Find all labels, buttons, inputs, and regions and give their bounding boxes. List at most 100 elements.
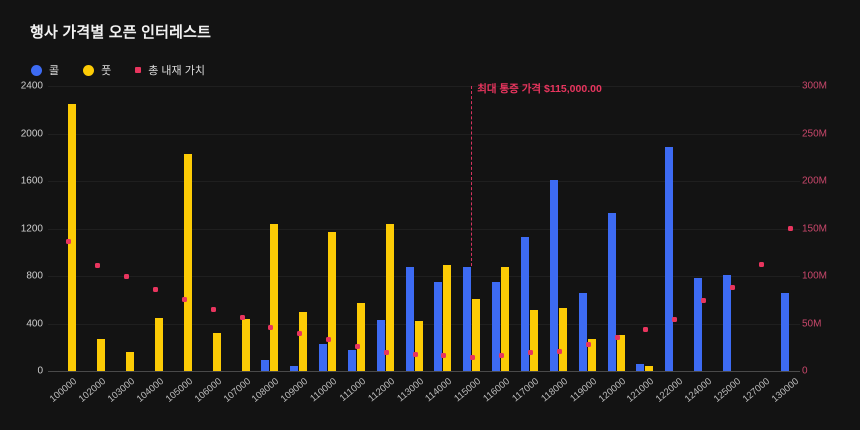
put-bar[interactable] [212, 333, 221, 371]
left-axis-tick: 800 [26, 270, 43, 282]
intrinsic-value-dot[interactable] [556, 348, 562, 354]
legend-label: 콜 [49, 65, 60, 77]
right-axis-tick: 0 [802, 365, 808, 377]
x-axis-label: 109000 [278, 376, 311, 405]
call-bar[interactable] [780, 292, 789, 371]
call-bar[interactable] [520, 236, 529, 371]
call-bar[interactable] [319, 343, 328, 371]
call-bar[interactable] [694, 278, 703, 371]
left-axis-tick: 1200 [20, 223, 43, 234]
intrinsic-value-dot[interactable] [239, 315, 245, 321]
put-bar[interactable] [645, 365, 654, 371]
intrinsic-value-dot[interactable] [181, 297, 187, 303]
legend-item-intrinsic-value[interactable]: 총 내재 가치 [135, 62, 205, 78]
call-marker-icon [31, 64, 42, 76]
intrinsic-value-dot[interactable] [643, 326, 649, 332]
call-bar[interactable] [290, 366, 299, 371]
intrinsic-value-dot[interactable] [441, 353, 447, 359]
x-axis-label: 111000 [337, 376, 368, 404]
intrinsic-value-dot[interactable] [672, 317, 678, 323]
gridline [48, 276, 800, 277]
intrinsic-value-dot[interactable] [729, 284, 735, 290]
call-bar[interactable] [261, 360, 270, 371]
x-axis-label: 100000 [48, 376, 80, 405]
call-bar[interactable] [434, 281, 443, 371]
put-bar[interactable] [183, 153, 192, 371]
intrinsic-value-dot[interactable] [701, 298, 707, 304]
x-axis-label: 116000 [481, 376, 513, 405]
x-axis-label: 125000 [711, 376, 743, 405]
put-bar[interactable] [270, 223, 279, 371]
x-axis-label: 121000 [625, 376, 657, 405]
intrinsic-value-dot[interactable] [124, 274, 130, 280]
x-axis-label: 113000 [394, 376, 426, 405]
intrinsic-value-dot[interactable] [787, 226, 793, 231]
x-axis-label: 103000 [105, 376, 138, 405]
put-bar[interactable] [241, 318, 250, 371]
right-axis-tick: 300M [802, 80, 828, 92]
call-bar[interactable] [549, 179, 558, 371]
put-bar[interactable] [587, 338, 596, 371]
intrinsic-value-dot[interactable] [499, 353, 505, 359]
intrinsic-value-dot[interactable] [326, 337, 332, 343]
left-axis-tick: 0 [37, 365, 43, 377]
put-bar[interactable] [356, 303, 365, 371]
left-axis-tick: 2000 [20, 128, 43, 139]
intrinsic-value-dot[interactable] [210, 306, 216, 312]
legend-item-call[interactable]: 콜 [31, 62, 59, 78]
put-bar[interactable] [154, 317, 163, 371]
put-bar[interactable] [616, 335, 625, 371]
intrinsic-value-dot[interactable] [614, 335, 620, 341]
put-bar[interactable] [472, 298, 481, 371]
put-bar[interactable] [501, 266, 510, 371]
intrinsic-value-dot[interactable] [383, 349, 389, 355]
right-axis-tick: 50M [802, 318, 822, 329]
x-axis-label: 112000 [365, 376, 397, 405]
put-bar[interactable] [414, 321, 423, 371]
call-bar[interactable] [492, 281, 501, 371]
x-axis-label: 120000 [596, 376, 628, 405]
call-bar[interactable] [405, 266, 414, 371]
intrinsic-value-dot[interactable] [585, 341, 591, 347]
legend-item-put[interactable]: 풋 [83, 62, 111, 78]
chart-title: 행사 가격별 오픈 인터레스트 [30, 24, 212, 41]
call-bar[interactable] [722, 274, 731, 371]
call-bar[interactable] [607, 213, 616, 371]
put-bar[interactable] [126, 352, 135, 371]
intrinsic-value-dot[interactable] [66, 239, 72, 245]
call-bar[interactable] [347, 349, 356, 371]
put-bar[interactable] [299, 311, 308, 371]
put-bar[interactable] [443, 265, 452, 371]
intrinsic-value-dot[interactable] [527, 350, 533, 356]
max-pain-dashed-line [471, 86, 473, 266]
intrinsic-value-dot[interactable] [297, 331, 303, 337]
intrinsic-value-dot[interactable] [412, 352, 418, 358]
intrinsic-value-dot[interactable] [354, 343, 360, 349]
left-axis-tick: 400 [26, 318, 43, 329]
put-bar[interactable] [529, 310, 538, 371]
call-bar[interactable] [376, 319, 385, 371]
put-bar[interactable] [68, 103, 77, 371]
x-axis-label: 102000 [76, 376, 109, 405]
put-bar[interactable] [97, 338, 106, 371]
intrinsic-value-dot[interactable] [470, 355, 476, 361]
call-bar[interactable] [463, 266, 472, 371]
right-axis-tick: 100M [802, 270, 828, 282]
x-axis-label: 118000 [539, 376, 570, 405]
intrinsic-value-dot[interactable] [758, 262, 764, 268]
intrinsic-value-dot[interactable] [95, 263, 101, 269]
gridline [48, 228, 800, 230]
put-bar[interactable] [385, 223, 394, 371]
left-axis-tick: 1600 [20, 175, 43, 187]
right-axis-tick: 250M [802, 128, 828, 139]
put-bar[interactable] [558, 308, 567, 371]
gridline [48, 86, 800, 87]
call-bar[interactable] [578, 292, 587, 371]
intrinsic-value-dot[interactable] [268, 324, 274, 330]
intrinsic-value-dot[interactable] [152, 286, 158, 292]
call-bar[interactable] [665, 146, 674, 371]
call-bar[interactable] [636, 364, 645, 371]
put-bar[interactable] [328, 232, 337, 371]
chart-legend: 콜 풋 총 내재 가치 [31, 62, 205, 78]
